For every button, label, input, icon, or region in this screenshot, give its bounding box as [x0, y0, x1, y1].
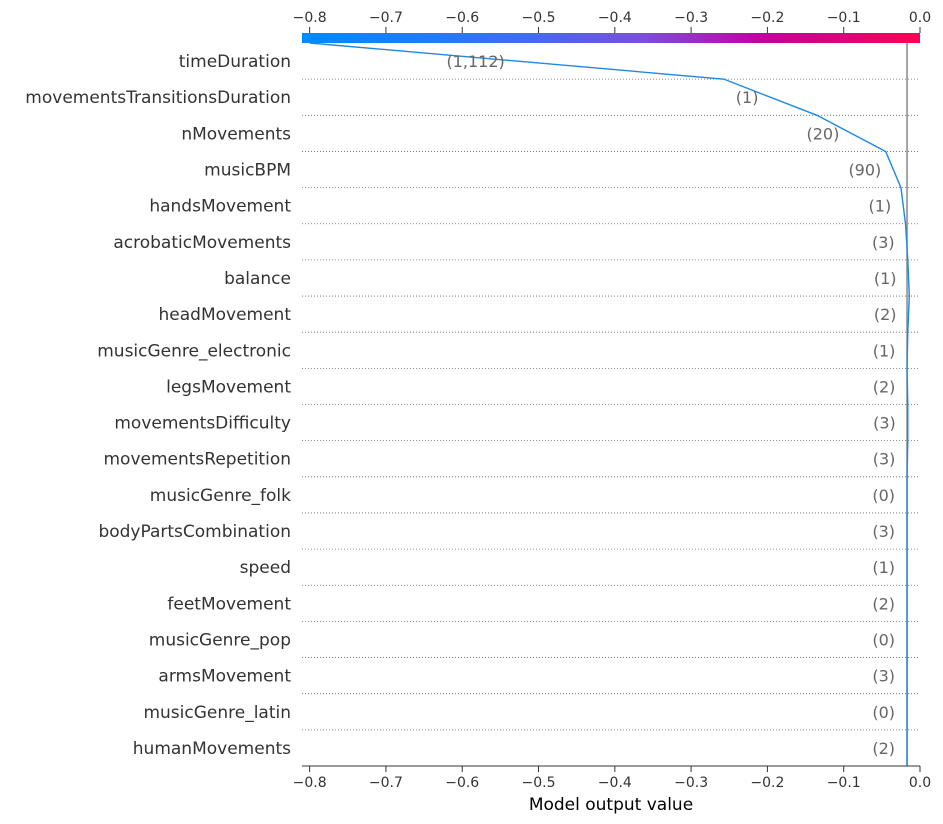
feature-value-label: (0): [872, 486, 895, 505]
top-tick-label: −0.7: [369, 10, 403, 26]
feature-label: feetMovement: [167, 594, 291, 614]
feature-value-label: (2): [873, 377, 896, 396]
feature-label: movementsDifficulty: [114, 414, 291, 434]
feature-value-label: (0): [872, 703, 895, 722]
bottom-tick-label: −0.6: [445, 775, 479, 791]
colorbar-gradient: [302, 33, 920, 43]
feature-value-label: (90): [848, 161, 881, 180]
feature-value-label: (1): [874, 269, 897, 288]
decision-line: [309, 42, 911, 766]
top-x-axis: −0.8 −0.7 −0.6 −0.5 −0.4 −0.3 −0.2 −0.1 0.0: [293, 10, 931, 33]
feature-label: headMovement: [159, 305, 292, 325]
x-axis-label: Model output value: [529, 795, 693, 815]
top-tick-label: −0.2: [750, 10, 784, 26]
feature-value-label: (1): [736, 88, 759, 107]
feature-value-label: (2): [872, 739, 895, 758]
feature-label: bodyPartsCombination: [98, 522, 291, 542]
top-tick-label: −0.4: [598, 10, 632, 26]
feature-value-label: (3): [872, 233, 895, 252]
feature-label: acrobaticMovements: [113, 233, 291, 253]
feature-label: humanMovements: [133, 739, 291, 759]
feature-value-labels: (1,112) (1) (20) (90) (1) (3) (1) (2) (1) (2) (3) (…: [446, 52, 896, 758]
bottom-tick-label: 0.0: [909, 775, 931, 791]
top-tick-label: −0.5: [522, 10, 556, 26]
feature-label: balance: [224, 269, 291, 289]
top-tick-label: −0.3: [674, 10, 708, 26]
feature-label: movementsTransitionsDuration: [25, 88, 291, 108]
bottom-x-axis: −0.8 −0.7 −0.6 −0.5 −0.4 −0.3 −0.2 −0.1 0.0: [293, 765, 931, 791]
bottom-tick-label: −0.3: [674, 775, 708, 791]
feature-labels: timeDuration movementsTransitionsDuration…: [25, 52, 291, 759]
feature-value-label: (1,112): [446, 52, 504, 71]
colorbar: [302, 33, 920, 43]
top-tick-label: −0.6: [445, 10, 479, 26]
feature-label: musicBPM: [204, 161, 291, 181]
feature-value-label: (2): [872, 594, 895, 613]
feature-value-label: (0): [872, 630, 895, 649]
gridlines: [302, 78, 920, 767]
feature-label: musicGenre_pop: [149, 630, 291, 650]
feature-label: nMovements: [181, 124, 291, 144]
feature-label: armsMovement: [158, 667, 291, 687]
top-tick-label: −0.8: [293, 10, 327, 26]
feature-value-label: (3): [872, 667, 895, 686]
feature-value-label: (2): [874, 305, 897, 324]
feature-value-label: (1): [872, 558, 895, 577]
bottom-tick-label: −0.5: [522, 775, 556, 791]
feature-label: timeDuration: [179, 52, 291, 72]
feature-label: movementsRepetition: [103, 450, 291, 470]
feature-value-label: (20): [806, 124, 839, 143]
bottom-tick-label: −0.1: [827, 775, 861, 791]
bottom-tick-label: −0.2: [750, 775, 784, 791]
feature-value-label: (1): [873, 341, 896, 360]
feature-value-label: (3): [873, 450, 896, 469]
feature-value-label: (1): [869, 197, 892, 216]
feature-label: handsMovement: [149, 197, 291, 217]
feature-label: speed: [240, 558, 291, 578]
feature-label: legsMovement: [166, 377, 291, 397]
top-tick-label: 0.0: [909, 10, 931, 26]
bottom-tick-label: −0.7: [369, 775, 403, 791]
feature-label: musicGenre_latin: [143, 703, 291, 723]
top-tick-label: −0.1: [827, 10, 861, 26]
decision-path: [309, 42, 911, 766]
bottom-tick-label: −0.8: [293, 775, 327, 791]
bottom-tick-label: −0.4: [598, 775, 632, 791]
feature-label: musicGenre_electronic: [97, 341, 291, 361]
feature-value-label: (3): [873, 414, 896, 433]
feature-label: musicGenre_folk: [150, 486, 291, 506]
feature-value-label: (3): [872, 522, 895, 541]
